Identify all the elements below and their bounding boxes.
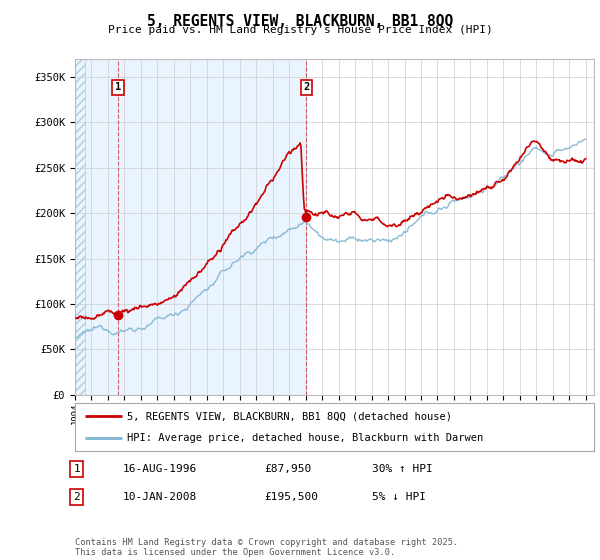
Text: Contains HM Land Registry data © Crown copyright and database right 2025.
This d: Contains HM Land Registry data © Crown c… xyxy=(75,538,458,557)
Text: £195,500: £195,500 xyxy=(264,492,318,502)
Text: 2: 2 xyxy=(303,82,310,92)
Text: 5% ↓ HPI: 5% ↓ HPI xyxy=(372,492,426,502)
Text: 10-JAN-2008: 10-JAN-2008 xyxy=(123,492,197,502)
Text: £87,950: £87,950 xyxy=(264,464,311,474)
Text: HPI: Average price, detached house, Blackburn with Darwen: HPI: Average price, detached house, Blac… xyxy=(127,433,483,443)
Text: 2: 2 xyxy=(73,492,80,502)
Text: 1: 1 xyxy=(73,464,80,474)
Text: 5, REGENTS VIEW, BLACKBURN, BB1 8QQ: 5, REGENTS VIEW, BLACKBURN, BB1 8QQ xyxy=(147,14,453,29)
Text: 16-AUG-1996: 16-AUG-1996 xyxy=(123,464,197,474)
Text: 30% ↑ HPI: 30% ↑ HPI xyxy=(372,464,433,474)
Text: 5, REGENTS VIEW, BLACKBURN, BB1 8QQ (detached house): 5, REGENTS VIEW, BLACKBURN, BB1 8QQ (det… xyxy=(127,411,452,421)
Text: Price paid vs. HM Land Registry's House Price Index (HPI): Price paid vs. HM Land Registry's House … xyxy=(107,25,493,35)
Text: 1: 1 xyxy=(115,82,121,92)
